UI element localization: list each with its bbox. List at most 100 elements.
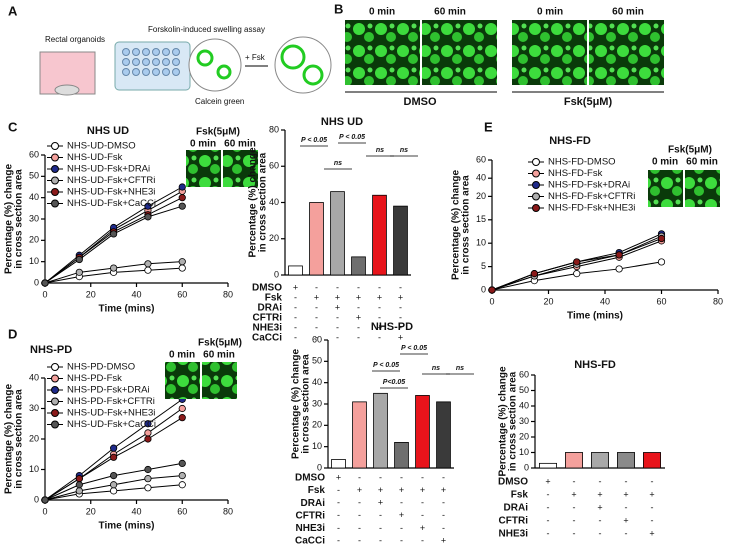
- organoid: [196, 49, 214, 67]
- time-label: 0 min: [369, 7, 395, 18]
- time-label: 0 min: [537, 7, 563, 18]
- micrograph: [422, 20, 497, 85]
- legend-marker: [532, 169, 540, 178]
- data-point: [178, 471, 186, 480]
- table-sign: -: [651, 502, 654, 512]
- data-point: [110, 444, 118, 452]
- bar: [352, 401, 367, 469]
- group-label: DMSO: [404, 96, 437, 108]
- legend-marker: [51, 420, 59, 429]
- y-tick-label: 20: [312, 420, 322, 430]
- data-point: [178, 202, 186, 210]
- bar: [331, 459, 346, 469]
- table-sign: +: [398, 332, 403, 342]
- table-sign: -: [358, 472, 361, 482]
- table-sign: -: [294, 312, 297, 322]
- panel-label: C: [8, 119, 18, 134]
- table-row-label: DMSO: [498, 477, 528, 488]
- micrograph: [589, 20, 664, 85]
- table-sign: -: [357, 302, 360, 312]
- y-tick-label: 60: [312, 334, 322, 344]
- data-point: [144, 266, 152, 274]
- y-axis-label: Percentage (%) change: [498, 366, 509, 476]
- data-point: [75, 475, 83, 483]
- panel-label: D: [8, 326, 17, 341]
- table-row-label: Fsk: [265, 293, 283, 304]
- table-row-label: CFTRi: [296, 510, 326, 521]
- label: Rectal organoids: [45, 35, 105, 44]
- table-sign: -: [442, 523, 445, 533]
- well-zoom: [188, 38, 242, 92]
- legend-label: NHS-FD-DMSO: [548, 157, 616, 168]
- legend-label: NHS-UD-DMSO: [67, 141, 136, 152]
- table-sign: -: [294, 332, 297, 342]
- table-sign: -: [651, 476, 654, 486]
- table-sign: -: [573, 476, 576, 486]
- table-sign: -: [336, 282, 339, 292]
- table-sign: +: [377, 322, 382, 332]
- data-point: [178, 183, 186, 191]
- legend-marker: [51, 176, 59, 185]
- legend-marker: [51, 165, 59, 173]
- legend-label: NHS-PD-Fsk+DRAi: [67, 385, 150, 396]
- legend-label: NHS-UD-Fsk: [67, 152, 123, 163]
- x-tick-label: 40: [131, 289, 141, 299]
- data-point: [144, 429, 152, 437]
- legend-marker: [51, 363, 59, 371]
- table-sign: +: [293, 282, 298, 292]
- table-sign: -: [358, 498, 361, 508]
- chart-title: NHS-PD: [371, 321, 413, 333]
- table-sign: +: [335, 292, 340, 302]
- legend-marker: [51, 188, 59, 196]
- data-point: [178, 414, 186, 422]
- legend-marker: [532, 204, 540, 212]
- panel-label: B: [334, 1, 343, 16]
- table-sign: -: [442, 498, 445, 508]
- inset-label: 60 min: [224, 139, 256, 150]
- x-tick-label: 40: [131, 506, 141, 516]
- table-sign: +: [441, 535, 446, 545]
- annotation: P<0.05: [383, 379, 405, 386]
- x-tick-label: 20: [86, 506, 96, 516]
- x-tick-label: 0: [489, 296, 494, 306]
- y-tick-label: 50: [312, 356, 322, 366]
- micrograph: [512, 20, 587, 85]
- data-point: [573, 270, 581, 278]
- inset-label: 60 min: [686, 157, 718, 168]
- table-row-label: DRAi: [258, 303, 283, 314]
- x-tick-label: 20: [86, 289, 96, 299]
- y-tick-label: 60: [476, 154, 486, 164]
- inset-title: Fsk(5μM): [198, 338, 242, 349]
- legend-label: NHS-FD-Fsk+CFTRi: [548, 191, 635, 202]
- y-tick-label: 0: [34, 494, 39, 504]
- legend-label: NHS-UD-Fsk+CaCCi: [67, 419, 156, 430]
- time-label: 60 min: [612, 7, 644, 18]
- annotation: P < 0.05: [301, 137, 327, 144]
- y-tick-label: 10: [519, 447, 529, 457]
- table-sign: -: [358, 523, 361, 533]
- annotation: P < 0.05: [373, 362, 399, 369]
- legend-marker: [51, 199, 59, 208]
- group-label: Fsk(5μM): [564, 96, 613, 108]
- x-tick-label: 60: [656, 296, 666, 306]
- y-axis-label: in cross section area: [14, 169, 25, 269]
- data-point: [530, 270, 538, 278]
- data-point: [75, 487, 83, 495]
- legend-label: NHS-PD-DMSO: [67, 362, 135, 373]
- legend-marker: [532, 181, 540, 189]
- data-point: [178, 264, 186, 272]
- inset-title: Fsk(5μM): [668, 145, 712, 156]
- legend-label: NHS-PD-Fsk: [67, 373, 122, 384]
- bar: [436, 401, 451, 469]
- wells: [122, 48, 180, 76]
- data-point: [110, 453, 118, 461]
- table-sign: +: [623, 515, 628, 525]
- table-sign: -: [599, 528, 602, 538]
- bar: [351, 256, 366, 276]
- y-tick-label: 30: [519, 416, 529, 426]
- table-sign: +: [357, 485, 362, 495]
- table-row-label: NHE3i: [499, 529, 529, 540]
- legend-marker: [532, 158, 540, 166]
- table-row-label: DRAi: [301, 498, 326, 509]
- data-point: [144, 435, 152, 443]
